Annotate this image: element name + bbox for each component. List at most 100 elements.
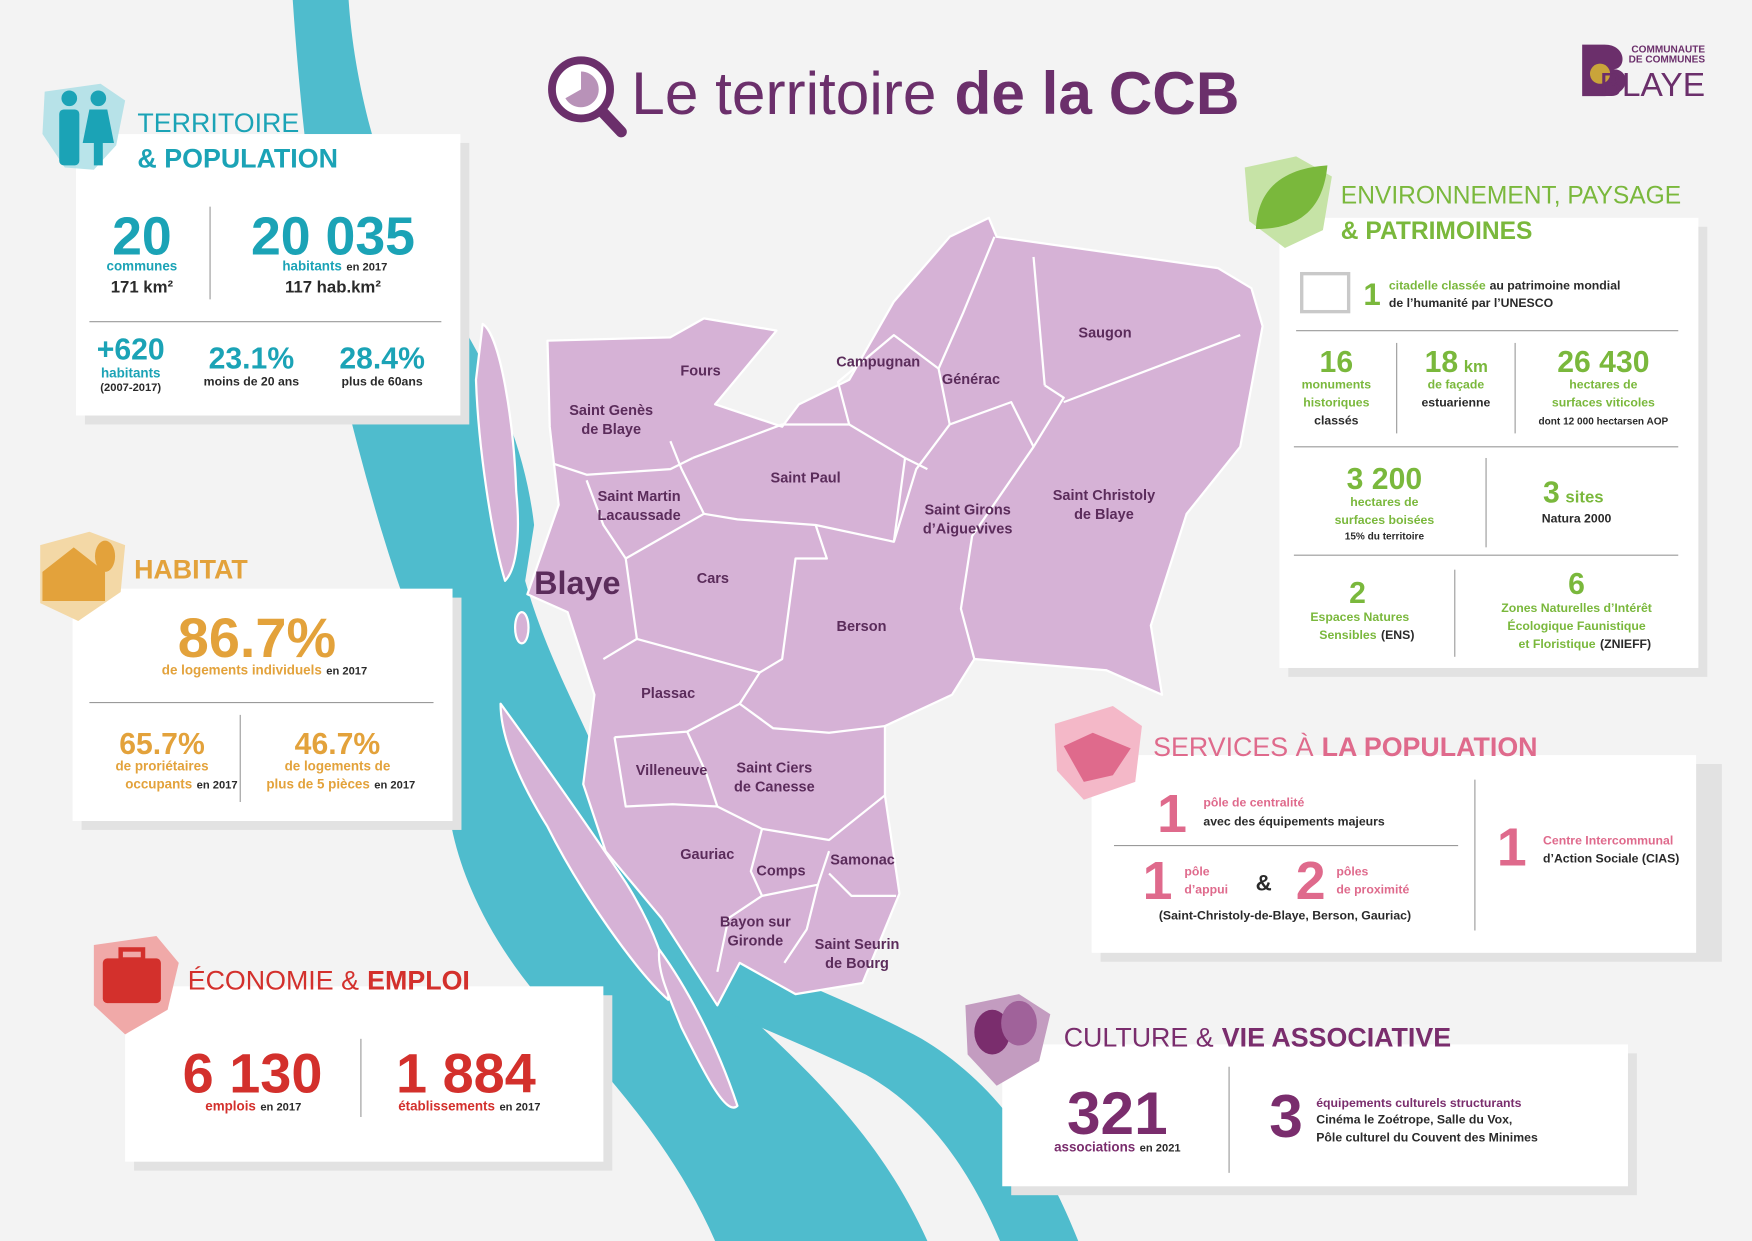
border [716,894,763,973]
individuels-label: de logements individuels [162,663,322,678]
commune-name: Générac [942,372,1000,388]
border [836,333,940,425]
commune-name: Saint Ciers [736,760,812,776]
border [716,794,886,842]
border [892,384,1065,543]
culture-card [1002,1044,1628,1187]
border [937,236,996,425]
border [739,702,886,734]
border [1063,334,1241,404]
znieff-detail: (ZNIEFF) [1600,637,1651,651]
associations-value: 321 [1067,1079,1168,1147]
briefcase-handle [118,947,146,962]
etablissements-value: 1 884 [396,1041,536,1104]
commune-name: Cars [697,571,729,587]
commune-name: Gironde [727,934,783,950]
viticoles-label: hectares de [1569,378,1637,392]
viticoles-detail: dont 12 000 hectarsen AOP [1539,416,1669,427]
mask [974,1009,1011,1055]
border [959,446,1035,660]
monuments-value: 16 [1320,346,1354,379]
island [499,702,670,1001]
habitants-value: 20 035 [251,207,415,267]
person-body [59,109,80,166]
unesco-label: citadelle classée [1389,278,1486,292]
associations-label: associations [1054,1140,1135,1155]
logo [1582,44,1626,97]
ens-label: Sensibles [1319,628,1376,642]
border [828,872,897,897]
dordogne [670,932,1079,1241]
proximite-value: 2 [1296,851,1326,911]
border [759,524,828,674]
economie-heading: EMPLOI [367,966,470,996]
proprietaires-year: en 2017 [197,780,238,792]
monuments-label: historiques [1303,396,1369,410]
natura-value: 3 [1543,477,1560,510]
habitants-label: habitants [282,258,342,273]
magnifier-handle [597,107,627,138]
centralite-value: 1 [1157,784,1187,844]
services-communes: (Saint-Christoly-de-Blaye, Berson, Gauri… [1159,908,1411,922]
boisees-detail: 15% du territoire [1345,532,1425,543]
commune-borders [552,236,1241,973]
commune-name: Saint Martin [598,489,681,505]
habitat-heading: HABITAT [134,555,248,585]
appui-value: 1 [1143,851,1173,911]
unesco-detail: au patrimoine mondial [1490,278,1621,292]
equipements-value: 3 [1269,1082,1303,1150]
commune-name: Lacaussade [598,508,681,524]
proximite-label: pôles [1336,865,1368,879]
map-main: Blaye [534,565,620,601]
islands [474,322,739,1109]
commune-name: Berson [836,619,886,635]
viticoles-label: surfaces viticoles [1552,396,1655,410]
header-logo: BLAYE [1600,67,1706,104]
centralite-detail: avec des équipements majeurs [1203,814,1385,828]
commune-name: Samonac [830,853,895,869]
proximite-label: de proximité [1336,883,1409,897]
unesco-icon [1300,271,1351,314]
commune-name: Saint Christoly [1053,488,1155,504]
monuments-label: monuments [1302,378,1372,392]
ens-detail: (ENS) [1381,628,1414,642]
cias-value: 1 [1497,818,1527,878]
etablissements-year: en 2017 [499,1101,540,1113]
services-heading: SERVICES À [1153,732,1314,762]
jeunes-value: 23.1% [209,343,295,376]
economie-heading: ÉCONOMIE & [188,966,359,996]
equipements-label: équipements culturels structurants [1316,1096,1521,1110]
person-head [61,90,78,107]
znieff-label: Zones Naturelles d’Intérêt [1501,601,1652,615]
znieff-value: 6 [1568,568,1585,601]
equipements-detail: Pôle culturel du Couvent des Minimes [1316,1131,1538,1145]
commune-name: Bayon sur [720,915,791,931]
border [783,884,819,964]
emplois-year: en 2017 [260,1101,301,1113]
territoire-heading: & POPULATION [137,144,338,174]
habitants-density: 117 hab.km² [285,278,381,297]
commune-name: de Canesse [734,779,815,795]
znieff-label: Écologique Faunistique [1507,618,1646,633]
evolution-label: habitants [101,366,161,381]
znieff-label: et Floristique [1519,637,1596,651]
unesco-value: 1 [1363,277,1380,312]
etablissements-label: établissements [398,1098,495,1113]
commune-name: Fours [680,363,720,379]
facade-detail: estuarienne [1421,396,1490,410]
individuels-year: en 2017 [326,666,367,678]
territoire-heading: TERRITOIRE [137,108,299,138]
header-logo: COMMUNAUTE [1631,45,1705,56]
appui-label: d’appui [1184,883,1228,897]
commune-name: d’Aiguevives [923,521,1013,537]
commune-name: Campugnan [836,354,920,370]
facade-value: 18 [1425,346,1459,379]
section-icons [40,83,1351,1086]
separators [89,206,1679,1173]
house [42,547,106,601]
viticoles-value: 26 430 [1557,346,1649,379]
magnifier-pie [565,71,599,108]
